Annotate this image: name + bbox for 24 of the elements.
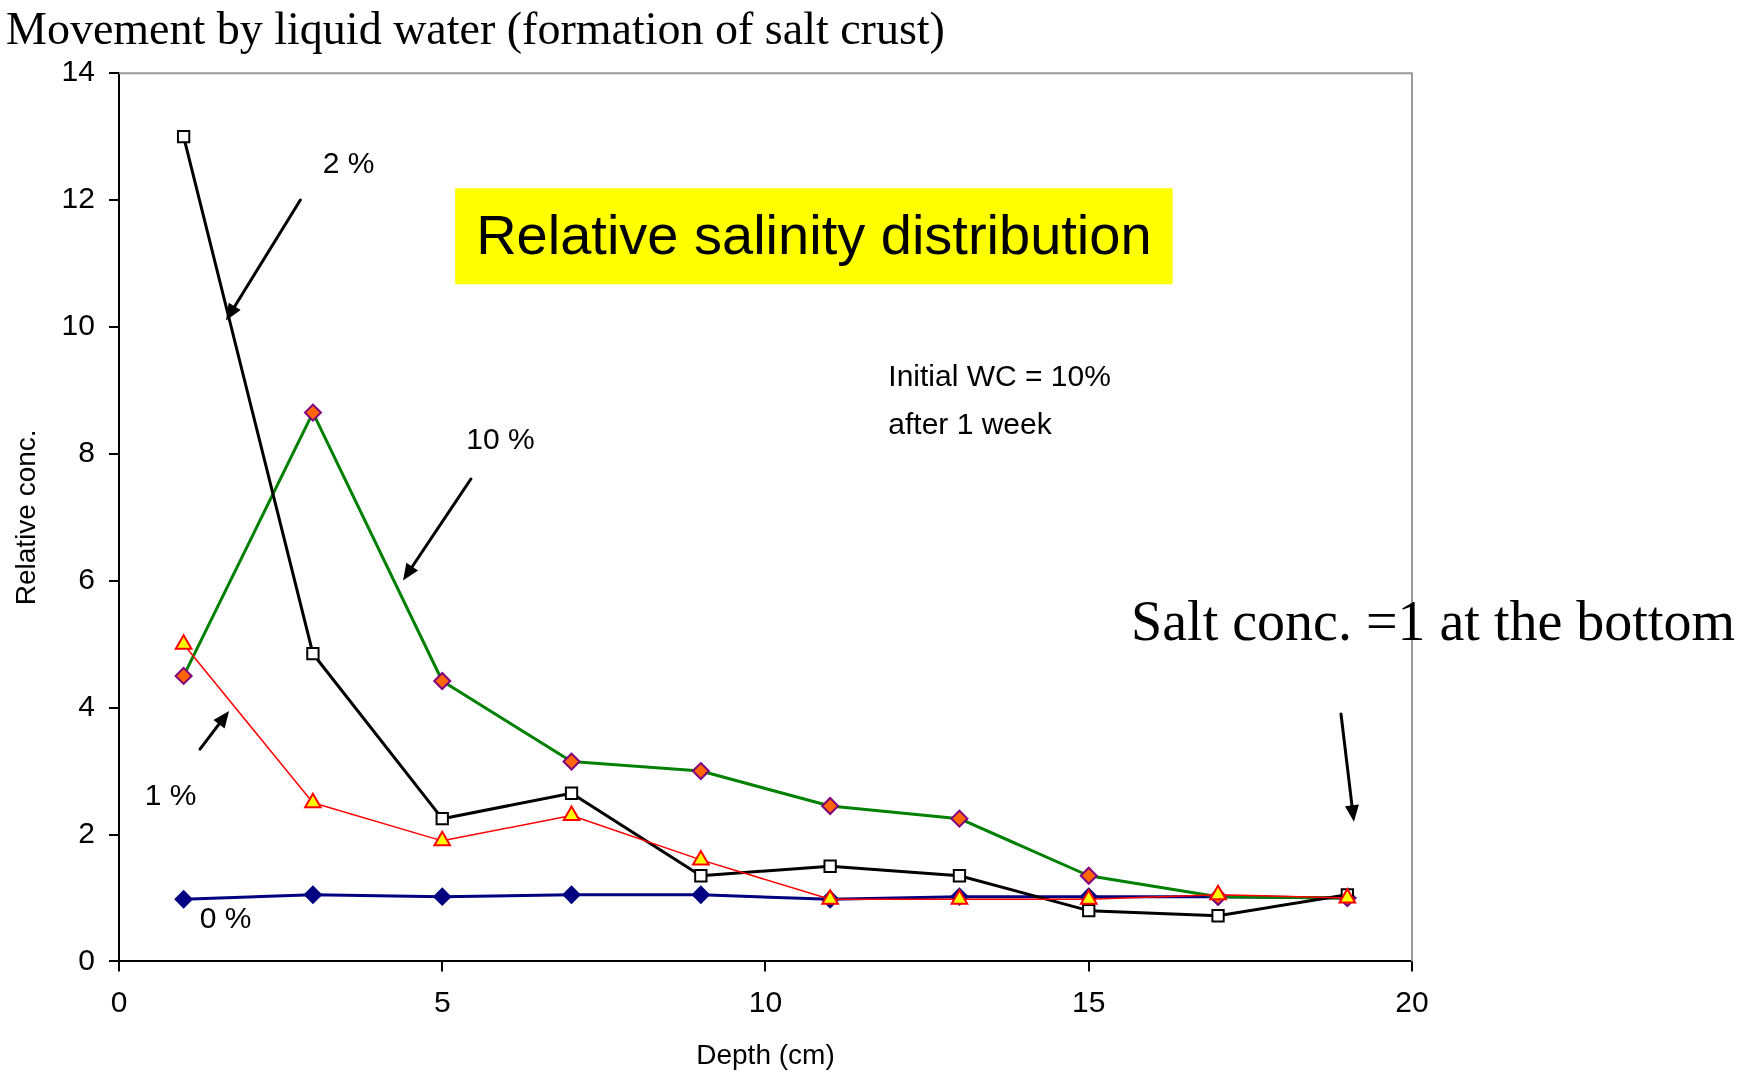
text: Relative salinity distribution [476, 202, 1152, 266]
x-tick-label: 0 [110, 984, 128, 1018]
annotation: Salt conc. =1 at the bottom [1131, 589, 1735, 652]
annotation: Initial WC = 10% [888, 358, 1111, 392]
y-tick-label: 10 [61, 308, 95, 342]
x-tick-label: 5 [433, 984, 451, 1018]
chart-title: Movement by liquid water (formation of salt crust) [6, 2, 945, 54]
annotation: 1 % [144, 777, 197, 811]
y-tick-label: 4 [78, 688, 95, 722]
x-tick-label: 20 [1395, 984, 1429, 1018]
y-tick-label: 8 [78, 435, 95, 469]
x-axis-title: Depth (cm) [696, 1038, 835, 1070]
annotation: after 1 week [888, 406, 1053, 440]
y-tick-label: 12 [61, 181, 95, 215]
annotation: 2 % [322, 146, 375, 180]
x-tick-label: 15 [1072, 984, 1106, 1018]
annotation: 10 % [466, 422, 535, 456]
annotation: 0 % [199, 901, 252, 935]
y-axis-title: Relative conc. [9, 429, 41, 606]
y-tick-label: 0 [78, 942, 95, 976]
y-tick-label: 2 [78, 815, 95, 849]
y-tick-label: 14 [61, 54, 95, 88]
x-tick-label: 10 [748, 984, 783, 1018]
y-tick-label: 6 [78, 562, 95, 596]
